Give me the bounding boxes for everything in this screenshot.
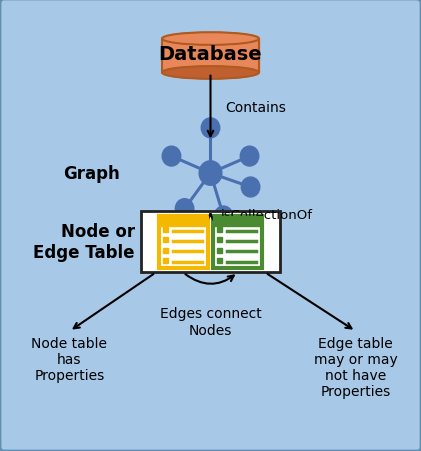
Bar <box>163 238 168 243</box>
Text: Database: Database <box>159 45 262 64</box>
FancyBboxPatch shape <box>213 216 261 268</box>
Circle shape <box>199 161 222 186</box>
Text: Graph: Graph <box>63 165 120 183</box>
Bar <box>217 248 222 253</box>
Bar <box>159 216 208 227</box>
Circle shape <box>240 147 259 167</box>
FancyBboxPatch shape <box>141 212 280 273</box>
FancyBboxPatch shape <box>159 216 208 268</box>
Bar <box>213 216 261 227</box>
Bar <box>163 258 168 264</box>
Ellipse shape <box>162 33 259 46</box>
Text: Node or
Edge Table: Node or Edge Table <box>33 223 135 262</box>
Circle shape <box>241 178 260 198</box>
Text: Contains: Contains <box>225 101 286 114</box>
Text: Edge table
may or may
not have
Properties: Edge table may or may not have Propertie… <box>314 336 397 398</box>
Text: isCollectionOf: isCollectionOf <box>221 208 313 221</box>
Ellipse shape <box>162 67 259 79</box>
Bar <box>163 248 168 253</box>
Bar <box>217 258 222 264</box>
Text: Edges connect
Nodes: Edges connect Nodes <box>160 307 261 337</box>
Bar <box>217 238 222 243</box>
Bar <box>162 40 259 73</box>
Text: Node table
has
Properties: Node table has Properties <box>32 336 107 382</box>
Circle shape <box>201 119 220 138</box>
Circle shape <box>175 199 194 219</box>
Circle shape <box>162 147 181 167</box>
Bar <box>217 227 222 233</box>
Bar <box>163 227 168 233</box>
Circle shape <box>214 207 233 226</box>
